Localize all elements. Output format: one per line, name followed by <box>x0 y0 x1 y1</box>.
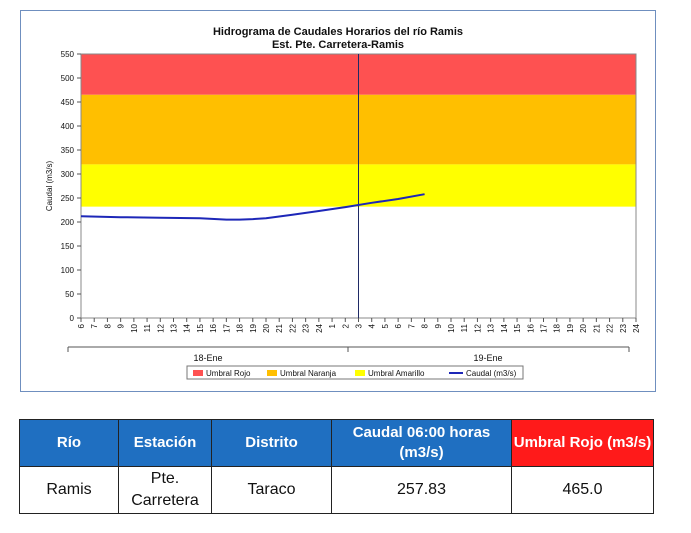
x-tick-label-4: 10 <box>130 323 139 332</box>
x-tick-label-41: 23 <box>619 323 628 332</box>
table-header-row: Río Estación Distrito Caudal 06:00 horas… <box>19 419 654 467</box>
flow-table: Río Estación Distrito Caudal 06:00 horas… <box>19 419 654 514</box>
chart-subtitle: Est. Pte. Carretera-Ramis <box>272 39 404 51</box>
x-tick-label-42: 24 <box>632 323 641 332</box>
x-tick-label-9: 15 <box>196 323 205 332</box>
y-tick-label-0: 0 <box>70 314 75 323</box>
day-label-1: 19-Ene <box>473 353 502 363</box>
legend-label-2: Umbral Amarillo <box>368 369 425 378</box>
x-tick-label-31: 13 <box>487 323 496 332</box>
cell-umbral-rojo: 465.0 <box>511 466 654 514</box>
y-tick-label-10: 500 <box>61 74 75 83</box>
x-tick-label-10: 16 <box>209 323 218 332</box>
x-tick-label-40: 22 <box>606 323 615 332</box>
y-tick-label-2: 100 <box>61 266 75 275</box>
cell-estacion: Pte. Carretera <box>118 466 212 514</box>
x-tick-label-22: 4 <box>368 323 377 328</box>
x-tick-label-27: 9 <box>434 323 443 328</box>
legend-label-0: Umbral Rojo <box>206 369 251 378</box>
x-tick-label-13: 19 <box>249 323 258 332</box>
chart-frame: Hidrograma de Caudales Horarios del río … <box>20 10 656 392</box>
x-tick-label-33: 15 <box>513 323 522 332</box>
x-tick-label-6: 12 <box>156 323 165 332</box>
x-tick-label-34: 16 <box>526 323 535 332</box>
x-tick-label-8: 14 <box>183 323 192 332</box>
x-tick-label-17: 23 <box>302 323 311 332</box>
x-tick-label-2: 8 <box>103 323 112 328</box>
x-tick-label-5: 11 <box>143 323 152 332</box>
cell-rio: Ramis <box>19 466 119 514</box>
y-tick-label-11: 550 <box>61 50 75 59</box>
x-tick-label-7: 13 <box>170 323 179 332</box>
legend-swatch-0 <box>193 370 203 376</box>
x-tick-label-35: 17 <box>540 323 549 332</box>
legend-label-1: Umbral Naranja <box>280 369 337 378</box>
x-tick-label-3: 9 <box>117 323 126 328</box>
y-axis-label: Caudal (m3/s) <box>45 161 54 212</box>
x-tick-label-18: 24 <box>315 323 324 332</box>
y-tick-label-1: 50 <box>65 290 74 299</box>
legend-swatch-1 <box>267 370 277 376</box>
x-tick-label-14: 20 <box>262 323 271 332</box>
y-tick-label-8: 400 <box>61 122 75 131</box>
legend-label-3: Caudal (m3/s) <box>466 369 517 378</box>
y-tick-label-3: 150 <box>61 242 75 251</box>
x-tick-label-26: 8 <box>421 323 430 328</box>
x-tick-label-29: 11 <box>460 323 469 332</box>
y-tick-label-9: 450 <box>61 98 75 107</box>
x-tick-label-12: 18 <box>236 323 245 332</box>
x-tick-label-25: 7 <box>407 323 416 328</box>
x-tick-label-32: 14 <box>500 323 509 332</box>
x-tick-label-36: 18 <box>553 323 562 332</box>
header-umbral-rojo: Umbral Rojo (m3/s) <box>511 419 654 467</box>
series-line-caudal <box>80 193 425 221</box>
header-rio: Río <box>19 419 119 467</box>
x-tick-label-11: 17 <box>222 323 231 332</box>
x-tick-label-21: 3 <box>355 323 364 328</box>
x-tick-label-19: 1 <box>328 323 337 328</box>
header-caudal: Caudal 06:00 horas (m3/s) <box>331 419 512 467</box>
x-tick-label-15: 21 <box>275 323 284 332</box>
x-tick-label-37: 19 <box>566 323 575 332</box>
x-tick-label-23: 5 <box>381 323 390 328</box>
day-label-0: 18-Ene <box>193 353 222 363</box>
cell-caudal: 257.83 <box>331 466 512 514</box>
x-tick-label-30: 12 <box>473 323 482 332</box>
table-row: Ramis Pte. Carretera Taraco 257.83 465.0 <box>19 466 654 514</box>
legend-swatch-2 <box>355 370 365 376</box>
y-tick-label-5: 250 <box>61 194 75 203</box>
header-distrito: Distrito <box>211 419 332 467</box>
x-tick-label-39: 21 <box>592 323 601 332</box>
x-tick-label-28: 10 <box>447 323 456 332</box>
x-tick-label-16: 22 <box>288 323 297 332</box>
header-estacion: Estación <box>118 419 212 467</box>
y-tick-label-4: 200 <box>61 218 75 227</box>
y-tick-label-6: 300 <box>61 170 75 179</box>
y-tick-label-7: 350 <box>61 146 75 155</box>
chart-title: Hidrograma de Caudales Horarios del río … <box>213 26 463 38</box>
x-tick-label-0: 6 <box>77 323 86 328</box>
x-tick-label-38: 20 <box>579 323 588 332</box>
hydrograph-chart: Hidrograma de Caudales Horarios del río … <box>45 26 641 380</box>
x-tick-label-1: 7 <box>90 323 99 328</box>
cell-distrito: Taraco <box>211 466 332 514</box>
x-tick-label-24: 6 <box>394 323 403 328</box>
x-tick-label-20: 2 <box>341 323 350 328</box>
